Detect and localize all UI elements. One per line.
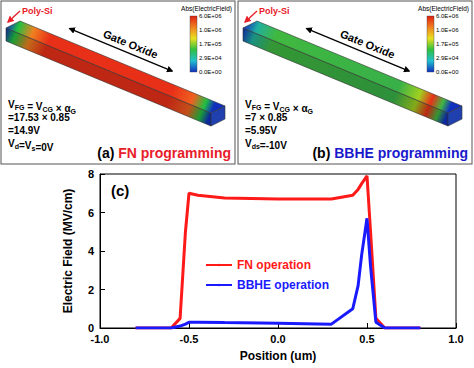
- svg-text:=7 × 0.85: =7 × 0.85: [245, 112, 288, 123]
- svg-text:Electric Field (MV/cm): Electric Field (MV/cm): [61, 189, 75, 314]
- svg-text:=17.53 × 0.85: =17.53 × 0.85: [8, 112, 70, 123]
- svg-text:(c): (c): [111, 182, 129, 199]
- svg-text:BBHE operation: BBHE operation: [237, 278, 329, 292]
- svg-text:2.9E+04: 2.9E+04: [199, 55, 222, 61]
- svg-text:1.7E+05: 1.7E+05: [199, 41, 222, 47]
- svg-text:-1.0: -1.0: [91, 333, 110, 345]
- svg-text:6: 6: [88, 207, 94, 219]
- svg-text:2: 2: [88, 284, 94, 296]
- svg-text:0: 0: [87, 322, 94, 334]
- svg-text:-0.5: -0.5: [180, 333, 199, 345]
- svg-text:Position (um): Position (um): [240, 349, 317, 363]
- html-text:VFG= VCG× αG: VFG= VCG× αG: [245, 99, 313, 115]
- svg-text:=5.95V: =5.95V: [245, 125, 277, 136]
- svg-text:1.0E+06: 1.0E+06: [436, 27, 459, 33]
- svg-text:Abs(ElectricField): Abs(ElectricField): [418, 5, 469, 13]
- html-text:VFG= VCG× αG: VFG= VCG× αG: [8, 99, 76, 115]
- svg-text:Vds=-10V: Vds=-10V: [245, 138, 287, 151]
- svg-text:0.0: 0.0: [270, 333, 285, 345]
- svg-text:(b) BBHE programming: (b) BBHE programming: [312, 145, 468, 161]
- svg-text:Vd=Vs=0V: Vd=Vs=0V: [8, 138, 54, 153]
- svg-text:6.0E+06: 6.0E+06: [199, 13, 222, 19]
- svg-text:8: 8: [88, 168, 94, 180]
- svg-text:0.0E+00: 0.0E+00: [436, 69, 459, 75]
- svg-text:1.0: 1.0: [448, 333, 463, 345]
- svg-text:4: 4: [88, 245, 95, 257]
- svg-text:6.0E+06: 6.0E+06: [436, 13, 459, 19]
- svg-text:Gate Oxide: Gate Oxide: [101, 27, 159, 60]
- svg-text:2.9E+04: 2.9E+04: [436, 55, 459, 61]
- svg-text:0.5: 0.5: [359, 333, 374, 345]
- svg-text:=14.9V: =14.9V: [8, 125, 40, 136]
- svg-text:(a) FN programming: (a) FN programming: [97, 145, 231, 161]
- svg-text:Abs(ElectricField): Abs(ElectricField): [181, 5, 232, 13]
- svg-text:0.0E+00: 0.0E+00: [199, 69, 222, 75]
- svg-text:1.0E+06: 1.0E+06: [199, 27, 222, 33]
- svg-text:1.7E+05: 1.7E+05: [436, 41, 459, 47]
- svg-text:Gate Oxide: Gate Oxide: [338, 27, 396, 60]
- svg-text:FN operation: FN operation: [237, 258, 311, 272]
- svg-text:Poly-Si: Poly-Si: [22, 6, 53, 16]
- svg-text:Poly-Si: Poly-Si: [259, 6, 290, 16]
